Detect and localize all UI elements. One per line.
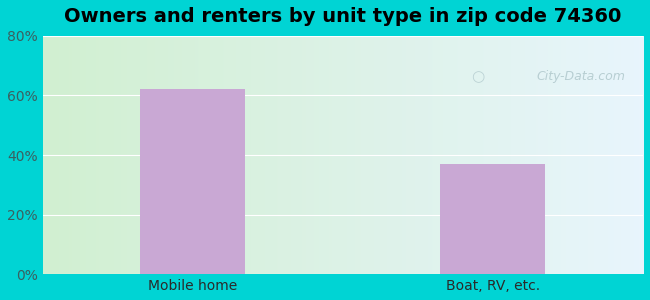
Bar [140, 89, 245, 274]
Title: Owners and renters by unit type in zip code 74360: Owners and renters by unit type in zip c… [64, 7, 621, 26]
Bar [441, 164, 545, 274]
Text: City-Data.com: City-Data.com [536, 70, 625, 83]
Text: ○: ○ [471, 69, 484, 84]
